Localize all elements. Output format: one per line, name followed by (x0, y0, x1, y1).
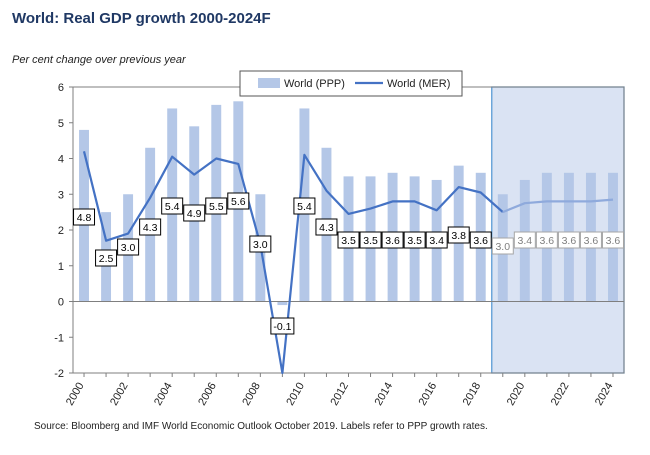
data-label-box-2018 (469, 231, 492, 249)
data-label-2002: 3.0 (121, 242, 136, 254)
data-label-box-2016 (425, 231, 448, 249)
mer-line-historical (82, 151, 504, 375)
source-note: Source: Bloomberg and IMF World Economic… (34, 421, 488, 432)
x-tick-label: 2008 (240, 381, 263, 408)
data-label-2008: 3.0 (253, 239, 268, 251)
x-tick-label: 2006 (196, 381, 219, 408)
x-tick-label: 2012 (328, 381, 351, 408)
mer-line-forecast (502, 198, 614, 214)
data-label-2011: 4.3 (319, 222, 334, 234)
data-label-2015: 3.5 (407, 235, 422, 247)
data-label-box-2021 (535, 231, 558, 249)
data-label-2013: 3.5 (363, 235, 378, 247)
data-label-box-2014 (381, 231, 404, 249)
data-label-box-2009 (270, 317, 295, 335)
data-label-box-2000 (73, 208, 96, 226)
data-label-box-2007 (227, 192, 250, 210)
data-label-box-2001 (95, 249, 118, 267)
legend-label-mer: World (MER) (387, 78, 450, 90)
data-label-2022: 3.6 (562, 235, 577, 247)
data-label-box-2004 (161, 197, 184, 215)
data-label-box-2012 (337, 231, 360, 249)
y-tick-label: 0 (58, 297, 64, 309)
x-tick-label: 2016 (417, 381, 440, 408)
data-label-2018: 3.6 (473, 235, 488, 247)
data-label-box-2005 (183, 204, 206, 222)
data-label-box-2013 (359, 231, 382, 249)
x-tick-label: 2000 (64, 381, 87, 408)
data-label-2005: 4.9 (187, 208, 202, 220)
data-label-2023: 3.6 (584, 235, 599, 247)
y-tick-label: 6 (58, 82, 64, 94)
y-tick-label: 4 (58, 154, 64, 166)
data-label-box-2020 (513, 231, 536, 249)
data-label-box-2024 (601, 231, 624, 249)
data-label-2017: 3.8 (451, 230, 466, 242)
y-tick-label: -1 (54, 332, 64, 344)
data-label-2021: 3.6 (540, 235, 555, 247)
data-label-2001: 2.5 (99, 253, 114, 265)
x-tick-label: 2002 (108, 381, 131, 408)
legend-swatch-ppp (258, 78, 280, 88)
forecast-region (491, 86, 625, 374)
data-label-2019: 3.0 (495, 241, 510, 253)
x-tick-label: 2020 (505, 381, 528, 408)
y-tick-label: 1 (58, 261, 64, 273)
data-label-2020: 3.4 (518, 235, 533, 247)
data-label-2010: 5.4 (297, 201, 312, 213)
data-label-box-2002 (117, 238, 140, 256)
data-label-2016: 3.4 (429, 235, 444, 247)
data-label-2014: 3.6 (385, 235, 400, 247)
data-label-2024: 3.6 (606, 235, 621, 247)
data-label-2007: 5.6 (231, 196, 246, 208)
data-label-2000: 4.8 (77, 212, 92, 224)
y-tick-label: 3 (58, 189, 64, 201)
data-label-2004: 5.4 (165, 201, 180, 213)
y-tick-label: 5 (58, 118, 64, 130)
x-tick-label: 2014 (373, 381, 396, 408)
x-tick-label: 2004 (152, 381, 175, 408)
data-label-box-2019 (491, 237, 514, 255)
data-label-box-2022 (557, 231, 580, 249)
data-label-2009: -0.1 (273, 321, 291, 333)
data-label-box-2008 (249, 235, 272, 253)
x-tick-label: 2024 (593, 381, 616, 408)
data-label-box-2003 (139, 218, 162, 236)
y-tick-label: -2 (54, 368, 64, 380)
data-label-box-2023 (579, 231, 602, 249)
data-label-2006: 5.5 (209, 201, 224, 213)
data-label-box-2015 (403, 231, 426, 249)
legend-label-ppp: World (PPP) (284, 78, 345, 90)
data-label-2012: 3.5 (341, 235, 356, 247)
data-label-2003: 4.3 (143, 222, 158, 234)
chart-title: World: Real GDP growth 2000-2024F (12, 10, 271, 27)
data-label-box-2010 (293, 197, 316, 215)
x-tick-label: 2018 (461, 381, 484, 408)
data-label-box-2017 (447, 226, 470, 244)
x-tick-label: 2010 (284, 381, 307, 408)
bar-2009 (277, 301, 288, 306)
data-label-box-2006 (205, 197, 228, 215)
y-axis-label: Per cent change over previous year (12, 54, 187, 66)
y-tick-label: 2 (58, 225, 64, 237)
data-label-box-2011 (315, 218, 338, 236)
x-tick-label: 2022 (549, 381, 572, 408)
